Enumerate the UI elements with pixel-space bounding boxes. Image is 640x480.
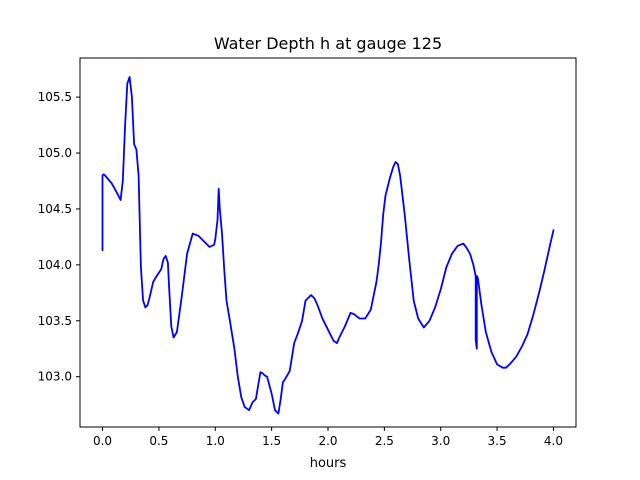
- y-tick-label: 103.0: [38, 370, 72, 384]
- y-tick-label: 103.5: [38, 314, 72, 328]
- y-tick-label: 105.5: [38, 90, 72, 104]
- plot-area-frame: [79, 57, 577, 428]
- y-tick-label: 104.5: [38, 202, 72, 216]
- x-axis-label: hours: [310, 456, 347, 471]
- x-axis-ticks: 0.0 0.5 1.0 1.5 2.0 2.5 3.0 3.5 4.0: [93, 427, 563, 448]
- x-tick-label: 1.5: [262, 434, 281, 448]
- x-tick-label: 4.0: [544, 434, 563, 448]
- x-tick-label: 0.5: [149, 434, 168, 448]
- x-tick-label: 2.0: [318, 434, 337, 448]
- chart-title: Water Depth h at gauge 125: [214, 34, 442, 53]
- x-tick-label: 3.0: [431, 434, 450, 448]
- y-tick-label: 105.0: [38, 146, 72, 160]
- y-axis-ticks: 103.0 103.5 104.0 104.5 105.0 105.5: [38, 90, 80, 384]
- x-tick-label: 3.5: [488, 434, 507, 448]
- series-line: [101, 76, 555, 415]
- plot-series: [101, 76, 555, 415]
- x-tick-label: 2.5: [375, 434, 394, 448]
- x-tick-label: 0.0: [93, 434, 112, 448]
- y-tick-label: 104.0: [38, 258, 72, 272]
- x-tick-label: 1.0: [206, 434, 225, 448]
